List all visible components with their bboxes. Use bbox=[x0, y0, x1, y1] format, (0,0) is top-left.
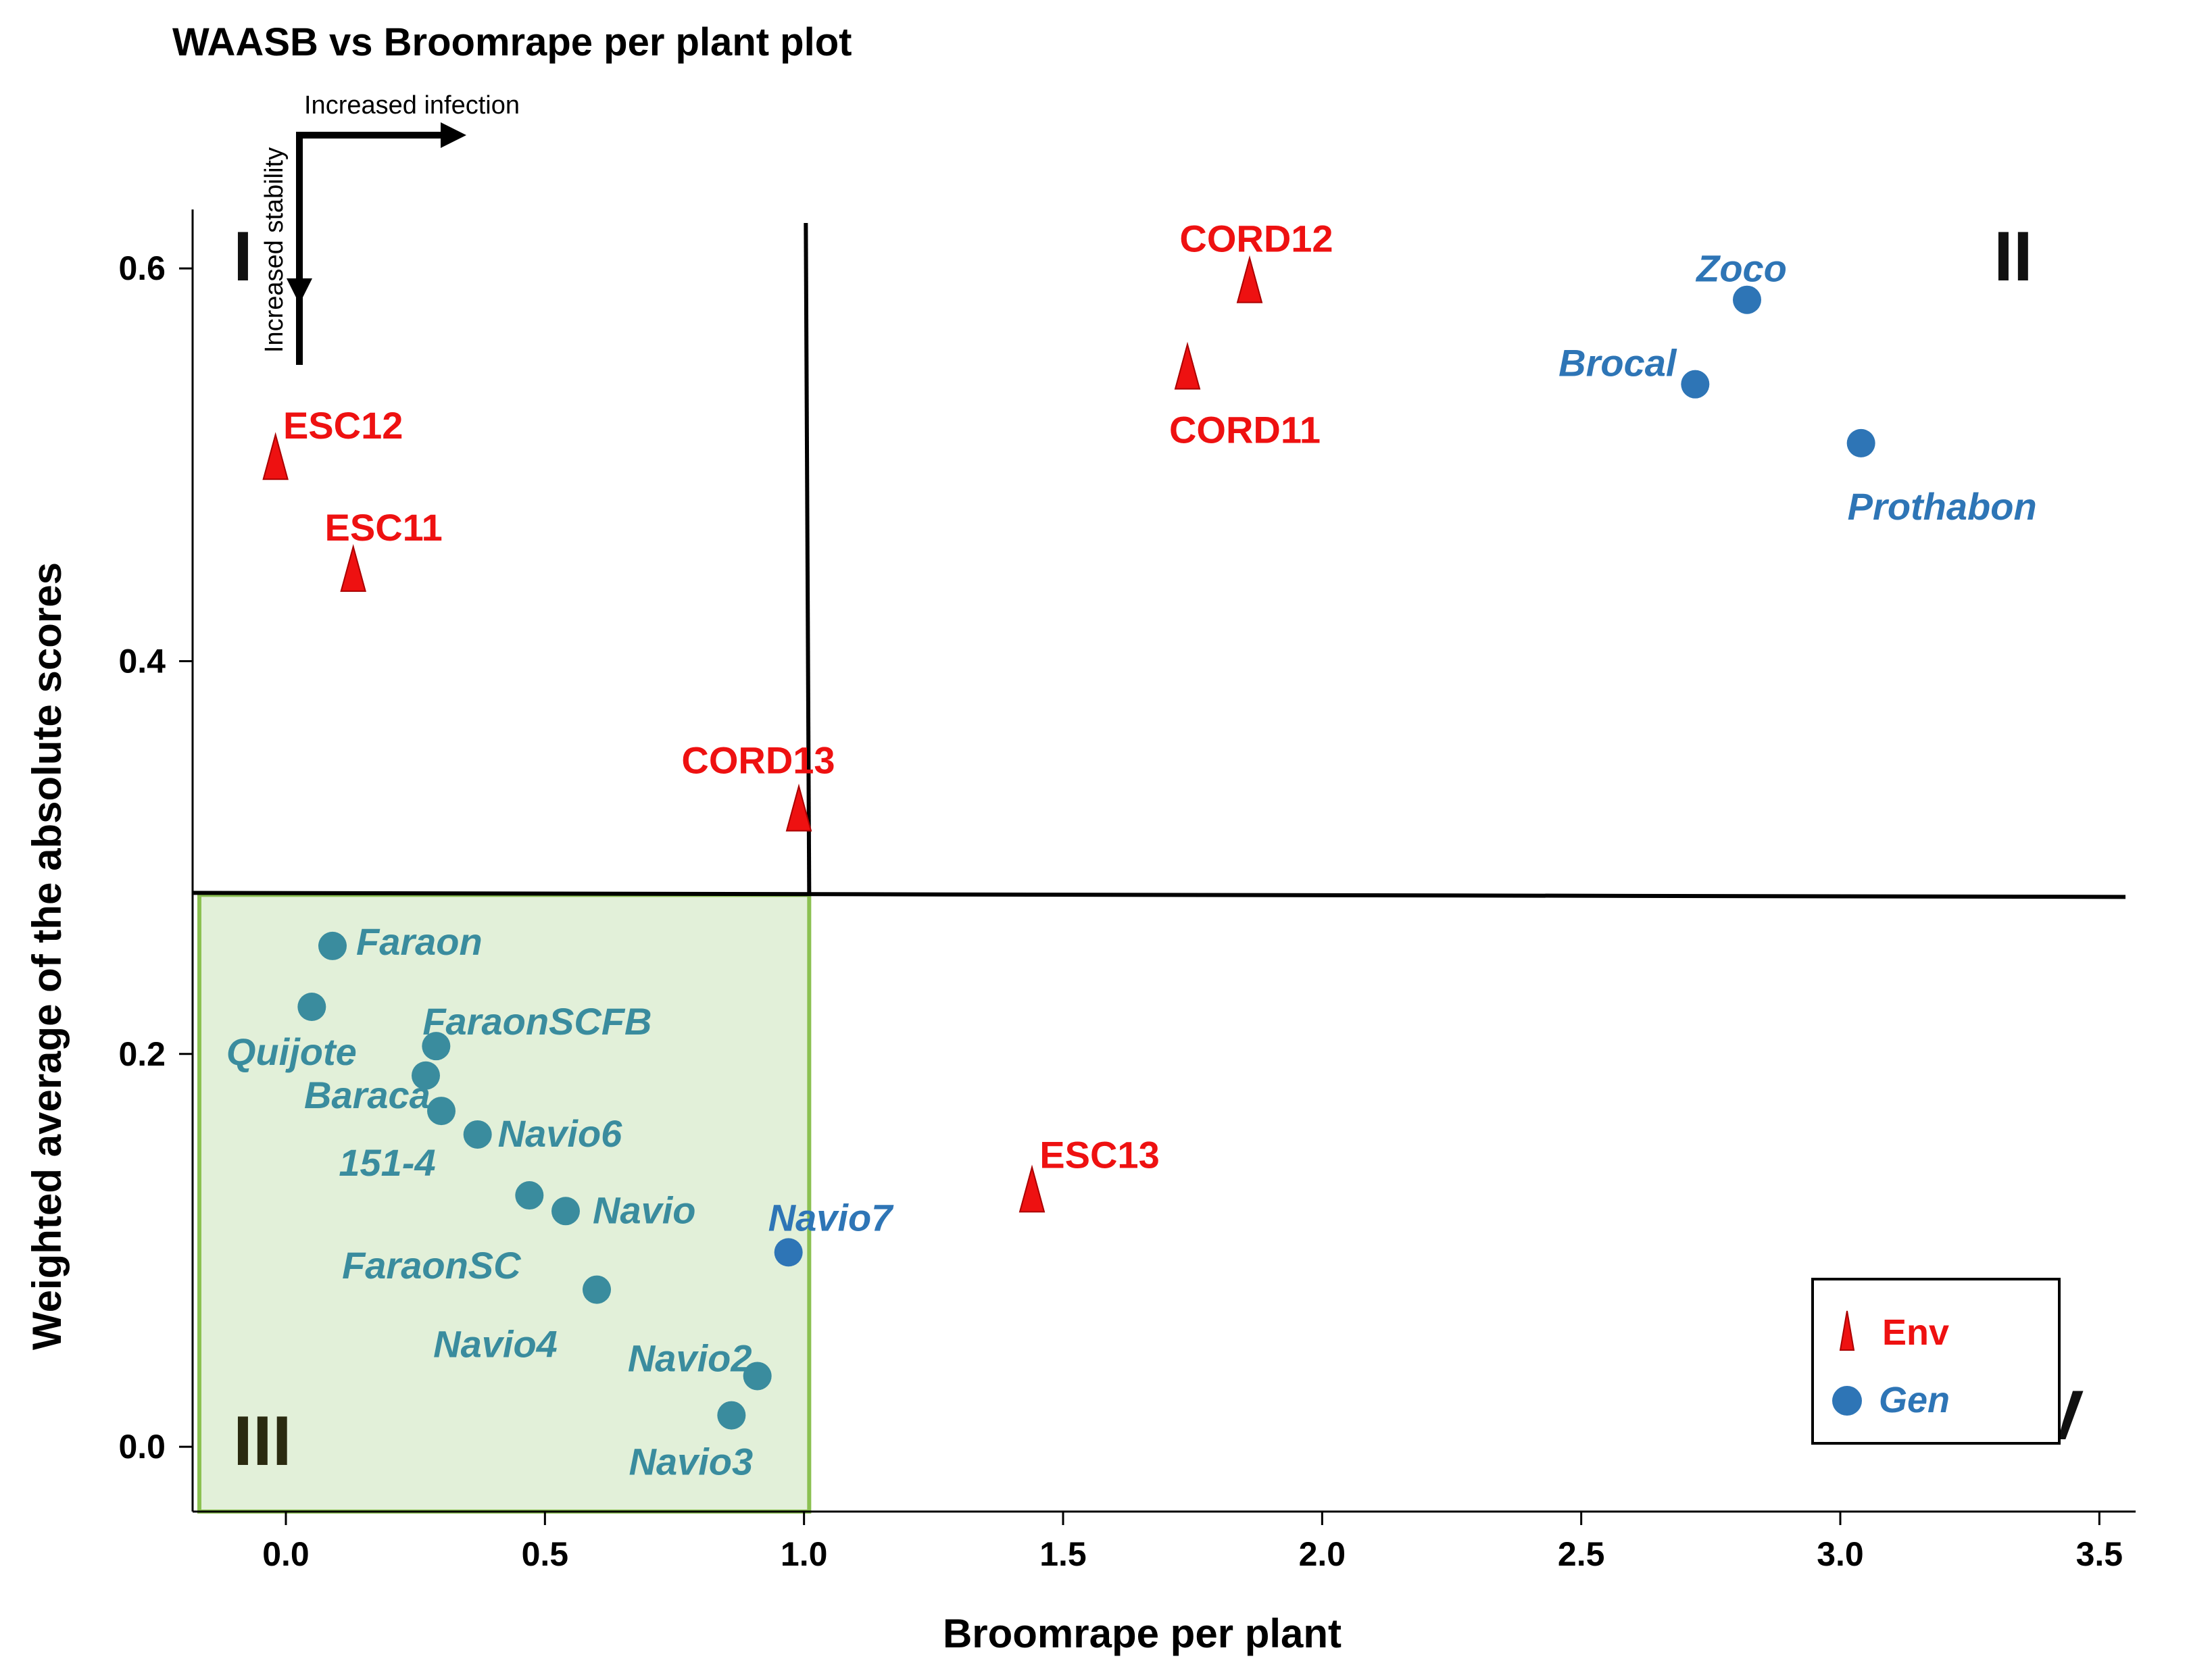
y-tick-label: 0.2 bbox=[118, 1035, 166, 1073]
env-point-esc13 bbox=[1018, 1164, 1046, 1213]
gen-point-navio3 bbox=[717, 1401, 746, 1430]
point-label-esc13: ESC13 bbox=[1039, 1133, 1159, 1176]
env-point-esc12 bbox=[262, 432, 289, 480]
quadrant-label-i: I bbox=[233, 218, 253, 296]
x-tick-label: 1.0 bbox=[781, 1535, 828, 1573]
vertical-reference-line bbox=[804, 222, 812, 895]
x-axis-title: Broomrape per plant bbox=[943, 1611, 1342, 1656]
gen-point-quijote bbox=[297, 993, 326, 1022]
env-point-cord13 bbox=[785, 783, 812, 832]
gen-point-navio2 bbox=[743, 1362, 772, 1391]
point-label-cord11: CORD11 bbox=[1169, 409, 1321, 451]
point-label-navio2: Navio2 bbox=[628, 1337, 752, 1379]
point-label-faraonsc: FaraonSC bbox=[342, 1244, 522, 1287]
point-label-cord12: CORD12 bbox=[1179, 218, 1333, 260]
gen-point-zoco bbox=[1733, 285, 1761, 314]
legend-env-label: Env bbox=[1882, 1312, 1949, 1353]
env-point-cord11 bbox=[1174, 341, 1201, 390]
arrow-right-icon bbox=[441, 122, 466, 148]
x-tick-label: 2.5 bbox=[1558, 1535, 1605, 1573]
point-label-esc11: ESC11 bbox=[324, 506, 442, 549]
point-label-esc12: ESC12 bbox=[283, 404, 403, 447]
gen-point-faraonscfb bbox=[422, 1032, 451, 1061]
point-label-navio6: Navio6 bbox=[498, 1112, 622, 1155]
quadrant-label-ii: II bbox=[1994, 218, 2033, 296]
gen-point-brocal bbox=[1681, 370, 1710, 399]
x-tick-label: 3.5 bbox=[2076, 1535, 2123, 1573]
point-label-prothabon: Prothabon bbox=[1848, 485, 2037, 528]
gen-point-navio bbox=[551, 1197, 580, 1226]
point-label-baraca: Baraca bbox=[304, 1074, 431, 1116]
legend-triangle-icon bbox=[1839, 1310, 1855, 1351]
axis-corner-arrow-line bbox=[296, 132, 443, 365]
point-label-151-4: 151-4 bbox=[339, 1141, 435, 1184]
gen-point-navio4 bbox=[583, 1275, 611, 1304]
x-axis-ticks: 0.0 0.5 1.0 1.5 2.0 2.5 3.0 3.5 bbox=[262, 1512, 2123, 1573]
data-points bbox=[262, 255, 1875, 1430]
legend: Env Gen bbox=[1811, 1278, 2061, 1445]
y-axis-title: Weighted average of the absolute scores bbox=[24, 562, 70, 1350]
increased-stability-label: Increased stability bbox=[260, 147, 289, 353]
point-label-faraon: Faraon bbox=[356, 920, 483, 963]
horizontal-reference-line bbox=[192, 891, 2126, 899]
stability-infection-arrows: Increased infection Increased stability bbox=[260, 91, 520, 365]
point-label-navio3: Navio3 bbox=[629, 1441, 754, 1483]
legend-gen-label: Gen bbox=[1879, 1380, 1950, 1420]
point-label-zoco: Zoco bbox=[1695, 247, 1787, 290]
gen-point-baraca bbox=[412, 1061, 440, 1090]
y-axis-ticks: 0.0 0.2 0.4 0.6 bbox=[118, 249, 193, 1466]
gen-point-151-4 bbox=[427, 1097, 456, 1126]
data-point-labels: CORD12 CORD11 ESC12 ESC11 CORD13 ESC13 Zoco Bro… bbox=[226, 218, 2037, 1483]
point-label-brocal: Brocal bbox=[1558, 342, 1677, 384]
increased-infection-label: Increased infection bbox=[304, 91, 520, 120]
env-point-cord12 bbox=[1236, 255, 1263, 303]
gen-point-navio7 bbox=[774, 1238, 803, 1267]
point-label-navio: Navio bbox=[593, 1189, 696, 1231]
legend-circle-icon bbox=[1832, 1386, 1862, 1416]
point-label-cord13: CORD13 bbox=[681, 739, 835, 781]
arrow-down-icon bbox=[287, 278, 312, 304]
point-label-navio4: Navio4 bbox=[433, 1323, 558, 1366]
x-tick-label: 1.5 bbox=[1039, 1535, 1087, 1573]
x-tick-label: 2.0 bbox=[1299, 1535, 1346, 1573]
point-label-quijote: Quijote bbox=[226, 1030, 357, 1073]
gen-point-faraonsc bbox=[515, 1181, 544, 1210]
env-point-esc11 bbox=[340, 544, 366, 592]
quadrant-label-iii: III bbox=[233, 1402, 292, 1480]
y-tick-label: 0.0 bbox=[118, 1428, 166, 1466]
chart-title: WAASB vs Broomrape per plant plot bbox=[172, 20, 852, 64]
gen-point-navio6 bbox=[463, 1120, 492, 1149]
gen-point-faraon bbox=[318, 931, 347, 960]
legend-box bbox=[1811, 1278, 2061, 1445]
point-label-faraonscfb: FaraonSCFB bbox=[422, 1000, 652, 1043]
x-tick-label: 3.0 bbox=[1817, 1535, 1864, 1573]
x-tick-label: 0.0 bbox=[262, 1535, 310, 1573]
y-tick-label: 0.6 bbox=[118, 249, 166, 287]
x-tick-label: 0.5 bbox=[522, 1535, 569, 1573]
point-label-navio7: Navio7 bbox=[768, 1196, 894, 1239]
gen-point-prothabon bbox=[1846, 428, 1875, 457]
y-tick-label: 0.4 bbox=[118, 642, 166, 680]
